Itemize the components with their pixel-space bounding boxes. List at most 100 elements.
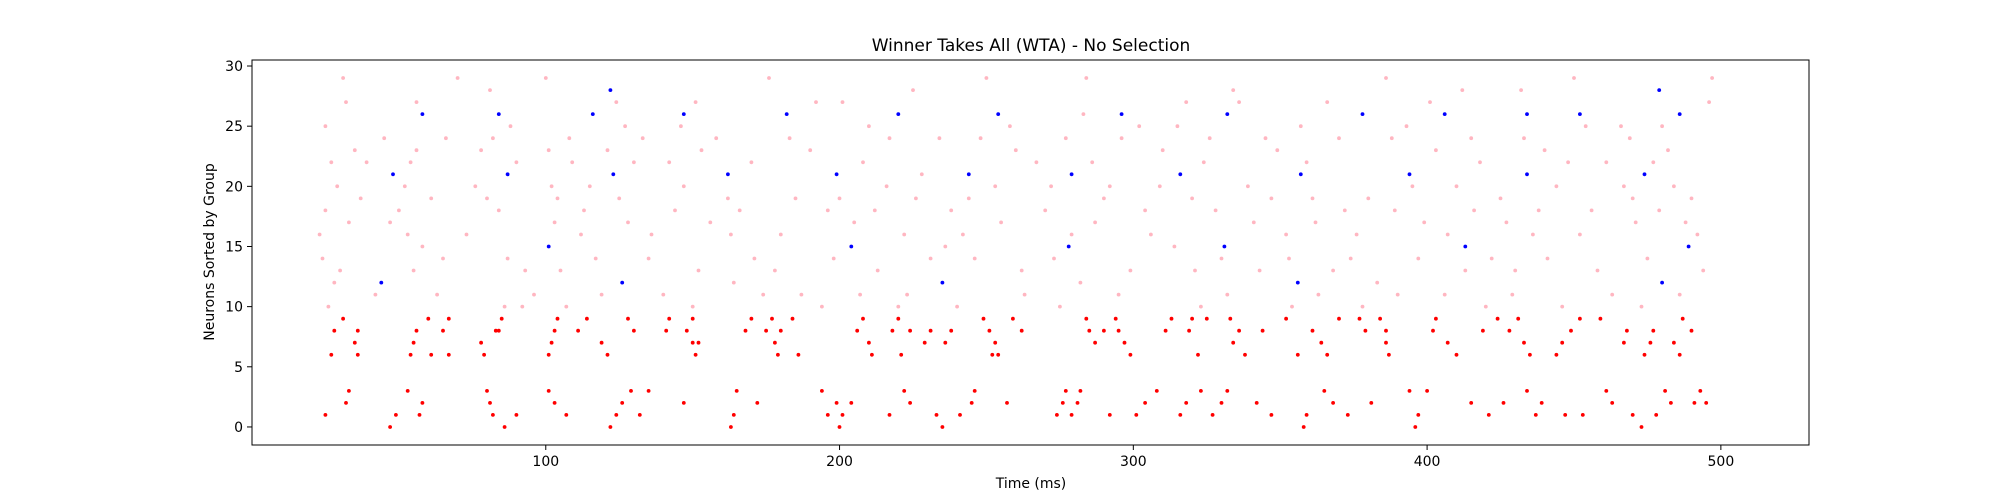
spike-point [441,328,445,333]
spike-point [966,172,971,177]
spike-point [549,184,554,189]
spike-point [1157,184,1162,189]
spike-point [1219,401,1224,405]
spike-point [523,268,528,273]
spike-point [908,401,912,405]
spike-point [620,280,625,285]
spike-point [1525,389,1529,393]
spike-point [1583,124,1588,129]
spike-point [1660,280,1664,285]
spike-point [414,100,419,104]
spike-point [1445,340,1450,345]
spike-point [1102,196,1106,201]
spike-point [558,268,563,273]
spike-point [1657,208,1662,213]
spike-point [972,256,977,261]
spike-point [940,280,945,285]
spike-point [778,328,783,333]
spike-point [934,413,939,417]
spike-point [1225,389,1230,393]
spike-point [329,160,334,165]
spike-point [887,413,892,417]
spike-point [1213,208,1218,213]
spike-point [1560,304,1565,309]
spike-point [1237,100,1241,104]
spike-point [1672,184,1676,189]
spike-point [1325,352,1330,357]
spike-point [1022,292,1027,297]
spike-point [1060,401,1065,405]
spike-point [1298,124,1303,129]
spike-point [972,389,977,393]
spike-point [1116,328,1121,333]
spike-point [990,352,995,357]
spike-point [1134,413,1139,417]
spike-point [620,401,625,405]
spike-point [1554,184,1559,189]
spike-point [1483,304,1488,309]
spike-point [752,256,757,261]
spike-point [1143,208,1147,213]
spike-point [414,328,419,333]
spike-point [1660,124,1664,129]
spike-point [1078,280,1083,285]
spike-point [1366,196,1371,201]
spike-point [799,292,804,297]
spike-point [1316,292,1321,297]
spike-point [1337,136,1341,141]
x-tick-label: 100 [532,454,559,470]
spike-point [429,196,434,201]
spike-point [1119,112,1124,116]
spike-point [776,352,780,357]
spike-point [955,304,959,309]
spike-point [488,88,492,92]
spike-point [1683,220,1688,225]
spike-point [1193,268,1197,273]
spike-point [1084,76,1089,80]
spike-point [1169,316,1174,321]
spike-point [479,340,483,345]
spike-point [1160,148,1165,153]
spike-point [629,389,633,393]
x-tick-label: 500 [1708,454,1735,470]
spike-point [928,328,933,333]
spike-point [1360,304,1365,309]
spike-point [673,208,677,213]
spike-point [546,352,551,357]
spike-point [347,220,351,225]
spike-point [1545,256,1550,261]
spike-point [435,292,439,297]
spike-point [1407,389,1412,393]
y-tick-label: 15 [225,239,243,255]
spike-point [1622,340,1626,345]
spike-point [840,413,845,417]
spike-point [1005,401,1009,405]
spike-point [1137,124,1142,129]
spike-point [1504,220,1509,225]
spike-point [552,401,557,405]
spike-point [587,184,592,189]
spike-point [485,196,489,201]
spike-point [1190,316,1194,321]
spike-point [825,413,830,417]
spike-point [1642,172,1647,177]
spike-point [1043,208,1048,213]
spike-point [1595,268,1600,273]
spike-point [849,401,854,405]
spike-point [1275,148,1280,153]
spike-point [347,389,351,393]
spike-point [693,352,698,357]
spike-point [567,136,572,141]
spike-point [1651,328,1656,333]
spike-point [1642,352,1647,357]
spike-point [1149,232,1153,237]
spike-point [332,280,337,285]
spike-point [1228,316,1233,321]
spike-point [582,208,586,213]
spike-point [1304,160,1309,165]
spike-point [1578,316,1582,321]
spike-point [1345,413,1350,417]
spike-point [1199,389,1203,393]
spike-point [1357,316,1362,321]
spike-point [1178,172,1183,177]
